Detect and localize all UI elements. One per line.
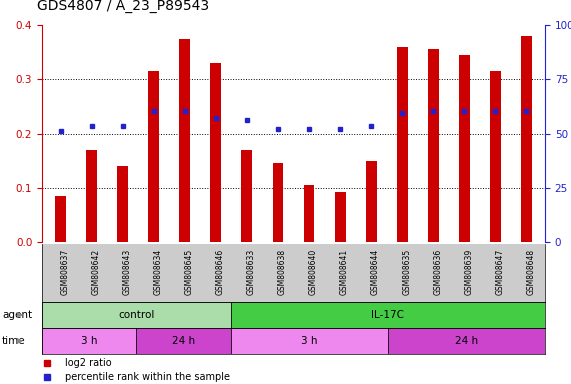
Text: time: time — [2, 336, 26, 346]
Text: GSM808634: GSM808634 — [154, 249, 163, 295]
Text: 24 h: 24 h — [172, 336, 195, 346]
Text: ▶: ▶ — [17, 311, 23, 319]
Bar — [42, 328, 136, 354]
Text: GSM808646: GSM808646 — [216, 249, 225, 295]
Text: 3 h: 3 h — [81, 336, 98, 346]
Text: GSM808640: GSM808640 — [309, 249, 318, 295]
Bar — [428, 50, 439, 242]
Text: GSM808633: GSM808633 — [247, 249, 256, 295]
Bar — [272, 163, 283, 242]
Text: GSM808645: GSM808645 — [185, 249, 194, 295]
Bar — [388, 328, 545, 354]
Text: GSM808643: GSM808643 — [123, 249, 132, 295]
Text: log2 ratio: log2 ratio — [65, 358, 111, 367]
Text: GSM808648: GSM808648 — [526, 249, 536, 295]
Text: GSM808638: GSM808638 — [278, 249, 287, 295]
Bar — [335, 192, 345, 242]
Text: GSM808636: GSM808636 — [433, 249, 442, 295]
Bar — [55, 196, 66, 242]
Bar — [148, 71, 159, 242]
Text: IL-17C: IL-17C — [371, 310, 404, 320]
Bar — [211, 63, 222, 242]
Text: GSM808647: GSM808647 — [495, 249, 504, 295]
Bar — [365, 161, 376, 242]
Bar — [231, 302, 545, 328]
Text: GSM808637: GSM808637 — [61, 249, 70, 295]
Text: control: control — [118, 310, 155, 320]
Text: GSM808639: GSM808639 — [464, 249, 473, 295]
Bar — [490, 71, 501, 242]
Bar — [86, 150, 97, 242]
Bar — [42, 302, 231, 328]
Text: GSM808644: GSM808644 — [371, 249, 380, 295]
Text: percentile rank within the sample: percentile rank within the sample — [65, 372, 230, 382]
Text: 24 h: 24 h — [455, 336, 478, 346]
Bar — [304, 185, 315, 242]
Text: GSM808635: GSM808635 — [402, 249, 411, 295]
Bar — [521, 36, 532, 242]
Bar — [242, 150, 252, 242]
Bar — [179, 38, 190, 242]
Text: GDS4807 / A_23_P89543: GDS4807 / A_23_P89543 — [37, 0, 209, 13]
Bar — [136, 328, 231, 354]
Text: agent: agent — [2, 310, 32, 320]
Bar — [231, 328, 388, 354]
Text: GSM808641: GSM808641 — [340, 249, 349, 295]
Bar — [459, 55, 470, 242]
Text: GSM808642: GSM808642 — [92, 249, 100, 295]
Bar — [117, 166, 128, 242]
Text: ▶: ▶ — [17, 336, 23, 346]
Text: 3 h: 3 h — [301, 336, 317, 346]
Bar — [397, 47, 408, 242]
